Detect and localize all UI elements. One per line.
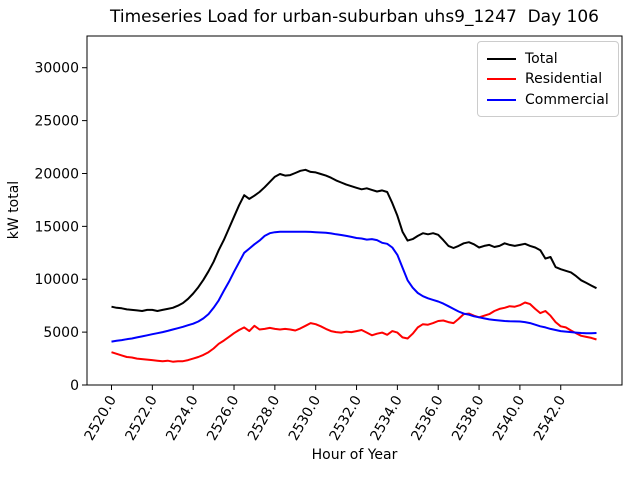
x-tick-label: 2524.0 [163,393,201,443]
x-tick-label: 2534.0 [367,393,405,443]
series-line-total [111,168,597,312]
y-tick-label: 30000 [34,61,79,77]
x-tick-label: 2538.0 [449,393,487,443]
legend-line-swatch-commercial [487,98,516,101]
chart-title: Timeseries Load for urban-suburban uhs9_… [110,7,599,27]
x-tick-label: 2530.0 [286,393,324,443]
x-axis-label: Hour of Year [311,447,398,463]
legend-entry-total: Total [487,52,609,66]
y-tick-label: 20000 [34,166,79,182]
legend-entry-residential: Residential [487,72,609,86]
x-tick-label: 2536.0 [408,393,446,443]
legend-label-commercial: Commercial [525,91,609,108]
x-tick-label: 2542.0 [531,393,569,443]
legend-entry-commercial: Commercial [487,93,609,107]
x-tick-label: 2520.0 [82,393,120,443]
series-line-commercial [111,230,597,343]
x-tick-label: 2522.0 [122,393,160,443]
legend-label-residential: Residential [525,71,603,87]
legend-line-swatch-total [487,57,516,60]
y-tick-label: 15000 [34,219,79,235]
y-tick-label: 10000 [34,272,79,288]
legend-line-swatch-residential [487,78,516,80]
y-tick-label: 25000 [34,114,79,130]
y-tick-label: 5000 [43,325,79,341]
x-tick-label: 2540.0 [490,393,528,443]
plot-frame [86,35,623,386]
y-tick-label: 0 [70,378,79,394]
series-line-residential [111,301,597,363]
legend: Total Residential Commercial [477,41,619,117]
y-axis-label: kW total [6,180,22,240]
x-tick-label: 2528.0 [245,393,283,443]
x-tick-label: 2526.0 [204,393,242,443]
legend-label-total: Total [525,50,558,67]
x-tick-label: 2532.0 [327,393,365,443]
